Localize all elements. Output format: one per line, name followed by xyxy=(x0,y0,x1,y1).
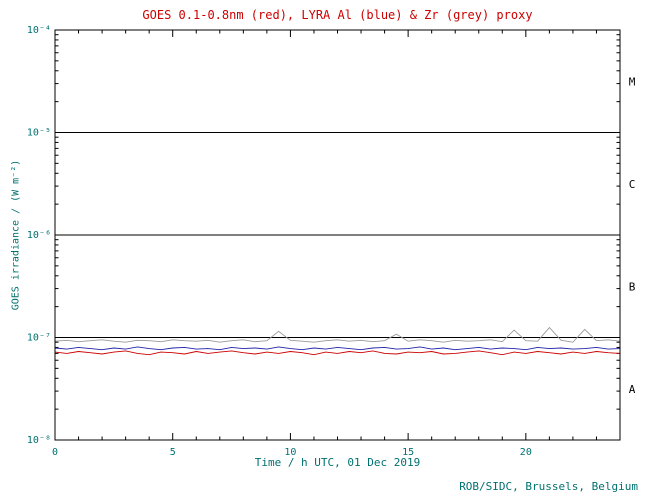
series-lyra-al-proxy xyxy=(54,346,621,351)
series-lyra-zr-proxy xyxy=(54,326,621,343)
series-goes-0-1-0-8nm xyxy=(54,350,621,356)
y-tick-label: 10⁻⁴ xyxy=(27,25,51,36)
plot-frame xyxy=(54,29,621,441)
y-tick-label: 10⁻⁸ xyxy=(27,435,51,446)
y-tick-label: 10⁻⁶ xyxy=(27,230,51,241)
x-tick-label: 10 xyxy=(284,447,296,458)
x-tick-label: 20 xyxy=(520,447,532,458)
y-tick-label: 10⁻⁵ xyxy=(27,128,51,139)
plot-title: GOES 0.1-0.8nm (red), LYRA Al (blue) & Z… xyxy=(142,8,533,22)
flare-class-label: C xyxy=(629,178,636,191)
x-tick-label: 5 xyxy=(170,447,176,458)
flare-class-label: A xyxy=(629,383,636,396)
credit-text: ROB/SIDC, Brussels, Belgium xyxy=(459,480,638,493)
flare-class-label: B xyxy=(629,280,636,293)
x-tick-label: 0 xyxy=(52,447,58,458)
y-tick-label: 10⁻⁷ xyxy=(27,333,51,344)
x-axis-label: Time / h UTC, 01 Dec 2019 xyxy=(254,456,421,469)
x-tick-label: 15 xyxy=(402,447,414,458)
flare-class-label: M xyxy=(629,75,636,88)
